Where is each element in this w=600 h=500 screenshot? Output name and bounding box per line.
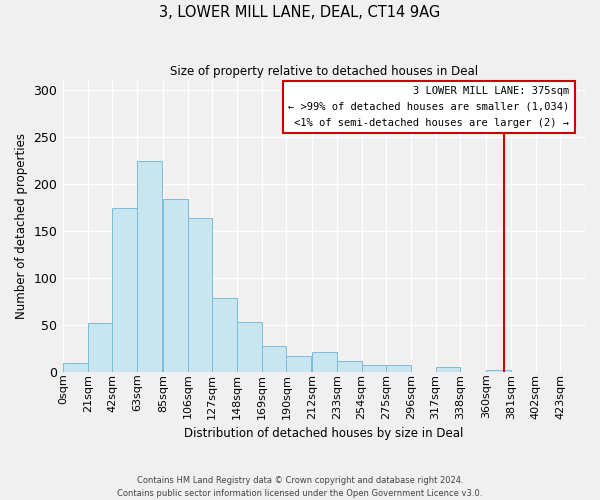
Bar [386,364,411,372]
Bar [262,346,286,372]
Title: Size of property relative to detached houses in Deal: Size of property relative to detached ho… [170,65,478,78]
Bar [237,322,262,372]
Bar [163,199,188,372]
Bar [112,208,137,372]
Bar [312,352,337,372]
Bar [337,361,362,372]
Bar [188,218,212,372]
Bar [212,298,237,372]
Bar [286,356,311,372]
Bar [362,364,386,372]
Bar [436,366,460,372]
Text: 3 LOWER MILL LANE: 375sqm
← >99% of detached houses are smaller (1,034)
<1% of s: 3 LOWER MILL LANE: 375sqm ← >99% of deta… [288,86,569,128]
Bar [486,370,511,372]
Y-axis label: Number of detached properties: Number of detached properties [15,134,28,320]
Bar [88,324,112,372]
Bar [137,160,162,372]
Bar [63,363,88,372]
X-axis label: Distribution of detached houses by size in Deal: Distribution of detached houses by size … [184,427,464,440]
Text: Contains HM Land Registry data © Crown copyright and database right 2024.
Contai: Contains HM Land Registry data © Crown c… [118,476,482,498]
Text: 3, LOWER MILL LANE, DEAL, CT14 9AG: 3, LOWER MILL LANE, DEAL, CT14 9AG [160,5,440,20]
